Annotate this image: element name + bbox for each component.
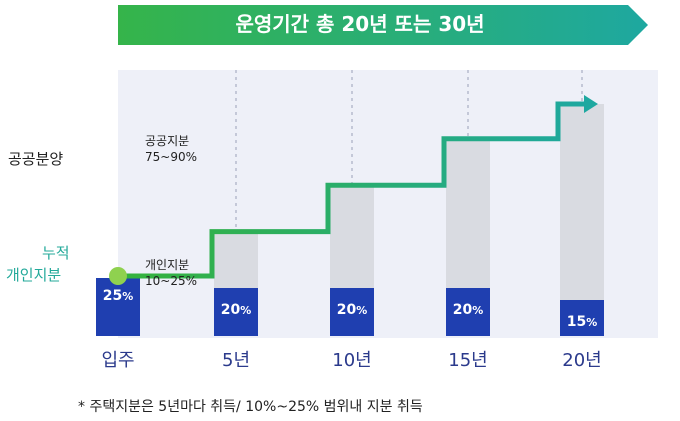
annotation-private-share-range: 10~25% (145, 274, 197, 288)
private-share-bar (214, 288, 258, 336)
row-label-private-share: 개인지분 (6, 266, 62, 284)
private-share-value-label: 15% (566, 314, 598, 330)
x-tick-label: 15년 (448, 350, 488, 371)
start-point-dot (109, 267, 127, 285)
cumulative-step-line (118, 101, 584, 279)
annotation-public-share-range: 75~90% (145, 150, 197, 164)
footnote: * 주택지분은 5년마다 취득/ 10%~25% 범위내 지분 취득 (78, 399, 423, 415)
x-tick-label: 10년 (332, 350, 372, 371)
step-line-arrowhead (584, 95, 598, 113)
x-tick-label: 입주 (101, 350, 135, 371)
private-share-bar (330, 288, 374, 336)
private-share-value-label: 20% (220, 302, 252, 318)
banner-title: 운영기간 총 20년 또는 30년 (235, 12, 485, 36)
row-label-cumulative: 누적 (42, 242, 70, 263)
x-tick-label: 20년 (562, 350, 602, 371)
private-share-value-label: 20% (336, 302, 368, 318)
private-share-bar (446, 288, 490, 336)
private-share-value-label: 20% (452, 302, 484, 318)
public-share-bar (560, 104, 604, 336)
private-share-bar (96, 278, 140, 336)
private-share-value-label: 25% (102, 288, 134, 304)
banner-arrow (118, 5, 648, 45)
annotation-public-share-title: 공공지분 (145, 134, 190, 148)
private-share-bar (560, 300, 604, 336)
annotation-private-share-title: 개인지분 (145, 258, 190, 272)
row-label-cumulative-line1: 누적 (42, 244, 70, 262)
x-tick-label: 5년 (221, 350, 251, 371)
row-label-public-sale: 공공분양 (8, 150, 64, 168)
